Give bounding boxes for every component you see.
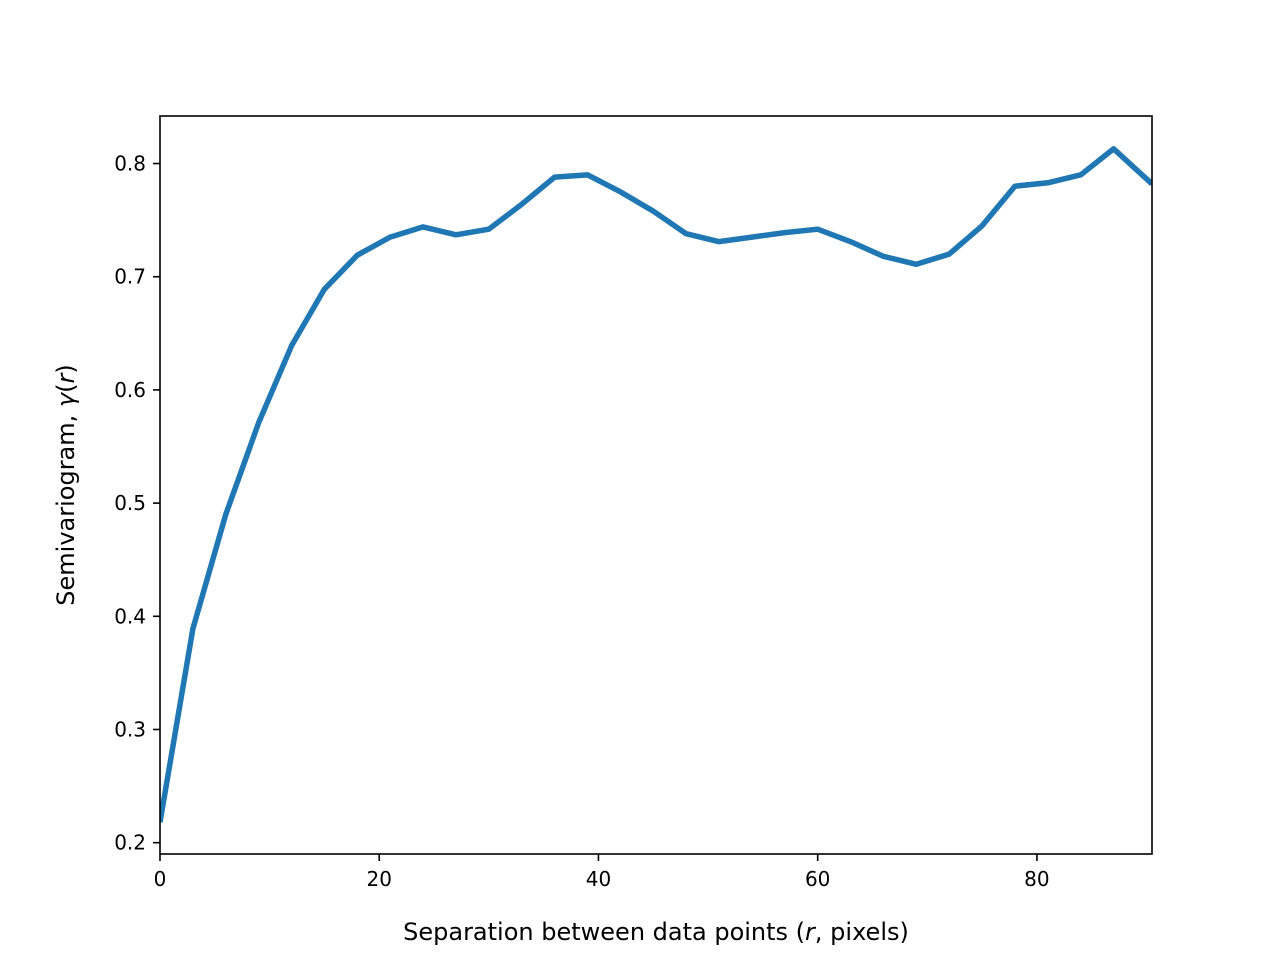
plot-area-frame bbox=[159, 115, 1153, 855]
y-axis-ticks: 0.2 0.3 0.4 0.5 0.6 0.7 0.8 bbox=[114, 152, 160, 855]
x-axis-title: Separation between data points (r, pixel… bbox=[403, 918, 909, 946]
x-tick-label: 40 bbox=[586, 867, 611, 891]
y-tick-label: 0.3 bbox=[114, 717, 146, 741]
y-tick-label: 0.6 bbox=[114, 378, 146, 402]
x-tick-label: 20 bbox=[366, 867, 391, 891]
y-tick-label: 0.8 bbox=[114, 152, 146, 176]
y-tick-label: 0.7 bbox=[114, 265, 146, 289]
x-tick-label: 80 bbox=[1024, 867, 1049, 891]
x-tick-label: 0 bbox=[154, 867, 167, 891]
x-tick-label: 60 bbox=[805, 867, 830, 891]
x-axis-ticks: 0 20 40 60 80 bbox=[154, 854, 1050, 891]
series-line bbox=[160, 146, 1152, 823]
y-axis-title: Semivariogram, γ(r) bbox=[52, 364, 80, 605]
y-tick-label: 0.5 bbox=[114, 491, 146, 515]
y-tick-label: 0.2 bbox=[114, 831, 146, 855]
y-tick-label: 0.4 bbox=[114, 604, 146, 628]
